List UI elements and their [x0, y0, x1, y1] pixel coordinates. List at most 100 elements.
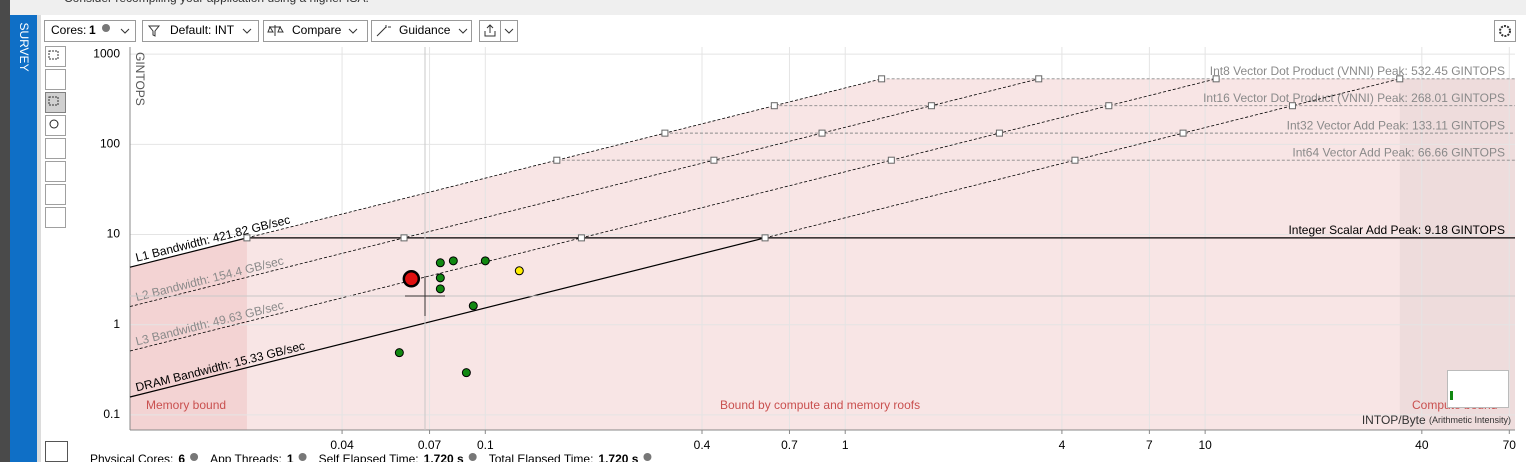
x-tick-label: 0.1: [477, 438, 494, 452]
x-axis-title-main: INTOP/Byte: [1362, 413, 1426, 427]
x-axis-title: INTOP/Byte (Arithmetic Intensity): [1362, 413, 1511, 427]
scale-icon: [267, 25, 284, 36]
y-tick-label: 0.1: [103, 407, 120, 421]
status-label: Self Elapsed Time:: [319, 452, 419, 462]
dropdown-arrow: [504, 28, 514, 34]
y-tick-label: 10: [107, 227, 121, 241]
side-tab-label: SURVEY: [17, 22, 31, 71]
compute-roof-label: Int64 Vector Add Peak: 66.66 GINTOPS: [1292, 145, 1505, 159]
roof-intersection: [400, 234, 408, 242]
roof-intersection: [1071, 156, 1079, 164]
memory-roof: [129, 237, 766, 398]
compute-roof-label: Int32 Vector Add Peak: 133.11 GINTOPS: [1287, 118, 1505, 132]
cores-label: Cores:: [51, 23, 86, 37]
filter-icon: [147, 25, 161, 37]
banner-text: Consider recompiling your application us…: [64, 0, 369, 5]
help-icon: [468, 453, 477, 461]
select-icon: [48, 50, 59, 60]
type-filter[interactable]: [142, 20, 259, 42]
splitter: [37, 15, 41, 462]
dropdown-arrow: [120, 28, 130, 34]
y-tick-label: 1: [113, 317, 120, 331]
undo-tool[interactable]: [45, 184, 66, 205]
roof-intersection: [1288, 102, 1296, 110]
memory-roof: [129, 78, 1217, 352]
status-label: App Threads:: [210, 452, 282, 462]
x-tick-label: 4: [1059, 438, 1066, 452]
roof-intersection: [770, 102, 778, 110]
type-filter-label: Default: INT: [170, 23, 235, 37]
export-icon: [484, 24, 496, 37]
compute-roof-label: Integer Scalar Add Peak: 9.18 GINTOPS: [1288, 223, 1505, 237]
expand-button[interactable]: [45, 441, 68, 462]
roof-intersection: [661, 129, 669, 137]
redo-tool[interactable]: [45, 207, 66, 228]
dropdown-arrow: [242, 28, 252, 34]
status-label: Total Elapsed Time:: [489, 452, 594, 462]
roof-intersection: [243, 234, 251, 242]
zoom-out-tool[interactable]: [45, 138, 66, 159]
loop-point: [461, 368, 471, 378]
zoom-icon: [49, 119, 59, 129]
roof-intersection: [1179, 129, 1187, 137]
loop-point: [448, 256, 458, 266]
roof-intersection: [887, 156, 895, 164]
x-tick-label: 0.7: [781, 438, 798, 452]
dropdown-arrow: [458, 28, 468, 34]
compare-button[interactable]: [263, 20, 368, 42]
wand-icon: [376, 25, 391, 37]
zoom-in-tool[interactable]: [45, 115, 66, 136]
cores-dropdown[interactable]: [44, 20, 136, 42]
x-tick-label: 0.07: [418, 438, 442, 452]
minimap-marker: [1450, 391, 1453, 400]
y-tick-label: 100: [100, 137, 120, 151]
roof-intersection: [1105, 102, 1113, 110]
export-dropdown[interactable]: [500, 20, 518, 42]
loop-point: [435, 273, 445, 283]
x-tick-label: 7: [1146, 438, 1153, 452]
loop-point: [435, 258, 445, 268]
status-value: 1: [287, 452, 294, 462]
roof-intersection: [1212, 75, 1220, 83]
y-axis-title: GINTOPS: [133, 52, 147, 106]
status-label: Physical Cores:: [90, 452, 173, 462]
guidance-label: Guidance: [399, 23, 451, 37]
roof-intersection: [878, 75, 886, 83]
memory-roof: [129, 237, 248, 268]
compute-roof-label: Int16 Vector Dot Product (VNNI) Peak: 26…: [1203, 91, 1505, 105]
loop-point: [480, 256, 490, 266]
help-icon: [190, 453, 199, 461]
help-icon: [298, 453, 307, 461]
status-value: 6: [178, 452, 185, 462]
roof-intersection: [995, 129, 1003, 137]
pan-tool[interactable]: [45, 69, 66, 90]
settings-button[interactable]: [1494, 20, 1516, 42]
roof-intersection: [577, 234, 585, 242]
x-axis-title-note: (Arithmetic Intensity): [1429, 415, 1511, 425]
dropdown-arrow: [348, 28, 358, 34]
help-icon[interactable]: [102, 24, 110, 32]
roof-intersection: [927, 102, 935, 110]
help-icon: [643, 453, 652, 461]
y-tick-label: 1000: [93, 46, 120, 60]
side-tab[interactable]: [10, 15, 37, 462]
roof-intersection: [761, 234, 769, 242]
zoom-fit-tool[interactable]: [45, 161, 66, 182]
roof-intersection: [1035, 75, 1043, 83]
x-tick-label: 10: [1198, 438, 1212, 452]
guidance-button[interactable]: [371, 20, 472, 42]
memory-bound-area: [130, 237, 247, 430]
loop-point: [468, 301, 478, 311]
region-label: Memory bound: [146, 398, 226, 412]
roof-intersection: [553, 156, 561, 164]
roof-area: [130, 78, 1515, 431]
x-tick-label: 0.4: [694, 438, 711, 452]
cores-value: 1: [89, 23, 96, 37]
minimap: [1447, 370, 1509, 408]
zoom-rect-icon: [48, 96, 59, 106]
loop-point: [394, 348, 404, 358]
status-value: 1.720 s: [424, 452, 464, 462]
loop-point: [514, 266, 524, 276]
